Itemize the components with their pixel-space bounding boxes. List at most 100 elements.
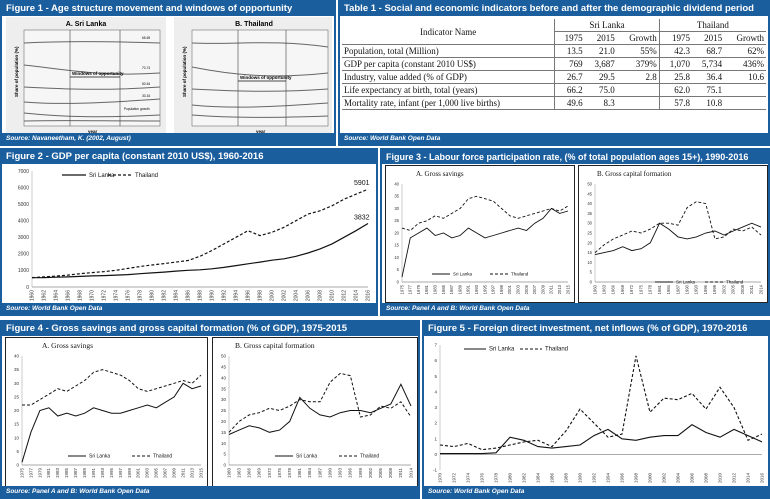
table-cell: 49.6 — [554, 96, 585, 110]
x-tick-label: 1962 — [42, 290, 48, 301]
table-cell: 25.8 — [658, 70, 693, 84]
figure-4-title: Figure 4 - Gross savings and gross capit… — [2, 322, 418, 336]
x-tick-label: 1974 — [465, 473, 470, 484]
y-tick-label: 30 — [14, 381, 20, 386]
legend-label: Sri Lanka — [453, 271, 473, 276]
x-tick-label: 2001 — [136, 468, 141, 479]
y-tick-label: 15 — [14, 422, 20, 427]
table-cell: 66.2 — [554, 83, 585, 97]
x-tick-label: 1979 — [37, 468, 42, 479]
figure-1-panel-b-label: B. Thailand — [235, 21, 273, 28]
y-tick-label: 1 — [434, 436, 437, 441]
table-cell: 769 — [554, 57, 585, 71]
x-tick-label: 2004 — [294, 290, 300, 301]
x-tick-label: 2007 — [163, 468, 168, 479]
figure-1-growth-label: Population growth — [124, 107, 150, 111]
x-tick-label: 2003 — [145, 468, 150, 479]
figure-5-title: Figure 5 - Foreign direct investment, ne… — [424, 322, 768, 336]
x-tick-label: 1979 — [416, 284, 421, 294]
country-header-sri-lanka: Sri Lanka — [554, 19, 660, 32]
x-tick-label: 1972 — [629, 284, 634, 294]
figure-1-title: Figure 1 - Age structure movement and wi… — [2, 2, 334, 16]
x-tick-label: 1977 — [408, 284, 413, 294]
country-header-thailand: Thailand — [658, 19, 766, 32]
y-tick-label: 6 — [434, 358, 437, 363]
x-tick-label: 2002 — [721, 284, 726, 294]
legend-label: Thailand — [153, 454, 172, 460]
table-1-panel: Table 1 - Social and economic indicators… — [338, 0, 770, 146]
y-tick-label: 10 — [14, 435, 20, 440]
figure-3-panel-a-frame: 0 5 10 15 20 25 30 35 40 1975 1977 1979 1981 1983 1985… — [385, 165, 575, 303]
figure-3-panel: Figure 3 - Labour force participation ra… — [380, 148, 770, 316]
y-tick-label: 5 — [223, 452, 226, 457]
figure-1-age-label: 65-69 — [142, 36, 150, 40]
y-tick-label: 7000 — [18, 169, 29, 175]
x-tick-label: 1960 — [592, 284, 597, 294]
x-tick-label: 1976 — [126, 290, 132, 301]
x-tick-label: 2005 — [731, 284, 736, 294]
figure-1-panel-b-chart: Windows of opportunity Share of populati… — [182, 29, 329, 134]
x-tick-label: 1987 — [317, 468, 322, 479]
x-tick-label: 2011 — [180, 468, 185, 478]
subheader-cell: 2015 — [584, 31, 617, 45]
x-tick-label: 1975 — [638, 284, 643, 294]
y-tick-label: 2000 — [18, 252, 29, 258]
figure-1-xlabel-a: year — [88, 129, 98, 134]
x-tick-label: 2014 — [758, 284, 763, 294]
legend-label: Sri Lanka — [676, 279, 696, 284]
x-tick-label: 1993 — [694, 284, 699, 294]
x-tick-label: 2002 — [282, 290, 288, 301]
x-tick-label: 1975 — [277, 468, 282, 479]
x-tick-label: 2009 — [540, 284, 545, 294]
x-tick-label: 1980 — [150, 290, 156, 301]
x-tick-label: 1993 — [474, 284, 479, 294]
x-tick-label: 1987 — [675, 284, 680, 294]
figure-4-panel-b-frame: 0 5 10 15 20 25 30 35 40 45 50 1960 1963 1966 1969 1972… — [212, 337, 418, 488]
figure-1-source: Source: Navaneetham, K. (2002, August) — [2, 133, 334, 144]
x-tick-label: 1964 — [54, 290, 60, 301]
y-tick-label: 1000 — [18, 268, 29, 274]
x-tick-label: 1990 — [327, 468, 332, 479]
y-tick-label: 3 — [434, 405, 437, 410]
y-tick-label: 5 — [590, 270, 593, 275]
x-tick-label: 1984 — [535, 473, 540, 484]
x-tick-label: 1991 — [91, 468, 96, 479]
table-header-row: Indicator Name Sri Lanka Thailand — [342, 19, 766, 45]
y-tick-label: 0 — [434, 452, 437, 457]
table-cell: 8.3 — [584, 96, 617, 110]
x-tick-label: 1996 — [703, 284, 708, 294]
figure-1-panel: Figure 1 - Age structure movement and wi… — [0, 0, 336, 146]
y-tick-label: 35 — [394, 194, 399, 199]
row-label: Life expectancy at birth, total (years) — [342, 83, 555, 97]
x-tick-label: 2014 — [354, 290, 360, 301]
x-tick-label: 2016 — [759, 473, 764, 484]
x-tick-label: 1978 — [138, 290, 144, 301]
x-tick-label: 2014 — [408, 468, 413, 479]
x-tick-label: 2002 — [368, 468, 373, 479]
x-tick-label: 1981 — [424, 284, 429, 294]
y-tick-label: 35 — [587, 211, 592, 216]
x-tick-label: 2011 — [398, 468, 403, 478]
x-tick-label: 1983 — [55, 468, 60, 479]
figure-1-xlabel-b: year — [256, 129, 266, 134]
x-tick-label: 2000 — [270, 290, 276, 301]
x-tick-label: 1984 — [666, 284, 671, 294]
panel-title: A. Gross savings — [42, 341, 93, 350]
series-line-thailand — [31, 188, 369, 279]
x-tick-label: 1986 — [186, 290, 192, 301]
x-tick-label: 1982 — [521, 473, 526, 484]
table-1-title: Table 1 - Social and economic indicators… — [340, 2, 768, 16]
table-row: Mortality rate, infant (per 1,000 live b… — [342, 96, 766, 110]
figure-3-title: Figure 3 - Labour force participation ra… — [382, 150, 768, 164]
x-tick-label: 1960 — [226, 468, 231, 479]
x-tick-label: 1983 — [432, 284, 437, 294]
x-tick-label: 1970 — [90, 290, 96, 301]
x-tick-label: 1993 — [338, 468, 343, 479]
y-tick-label: 4000 — [18, 218, 29, 224]
x-tick-label: 1999 — [499, 284, 504, 294]
figure-1-ylabel-a: Share of population (%) — [14, 46, 19, 97]
table-cell: 57.8 — [658, 96, 693, 110]
table-cell — [616, 96, 660, 110]
x-tick-label: 1963 — [601, 284, 606, 294]
y-tick-label: 20 — [587, 240, 592, 245]
